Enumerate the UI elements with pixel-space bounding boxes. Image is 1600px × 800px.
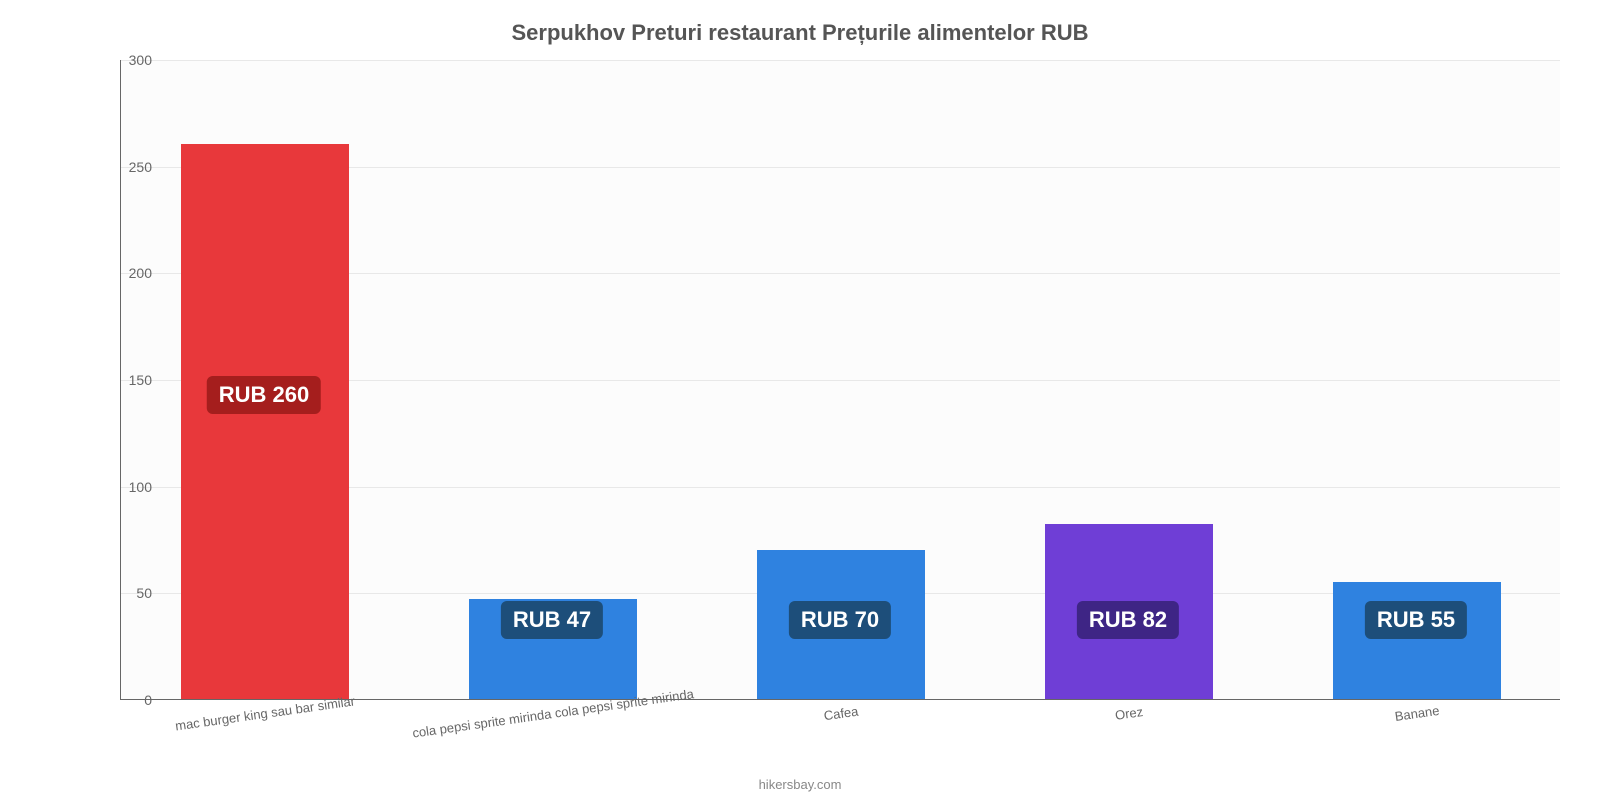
- bar-value-label: RUB 260: [207, 376, 321, 414]
- bar: [1333, 582, 1500, 699]
- y-tick-label: 50: [112, 585, 152, 601]
- x-category-label: Banane: [1394, 703, 1440, 724]
- y-tick-label: 250: [112, 159, 152, 175]
- bar-value-label: RUB 70: [789, 601, 891, 639]
- y-tick-label: 300: [112, 52, 152, 68]
- chart-footer: hikersbay.com: [0, 777, 1600, 792]
- x-category-label: Orez: [1114, 704, 1144, 723]
- y-tick-label: 100: [112, 479, 152, 495]
- bar-value-label: RUB 82: [1077, 601, 1179, 639]
- bar-value-label: RUB 55: [1365, 601, 1467, 639]
- y-tick-label: 200: [112, 265, 152, 281]
- gridline: [121, 60, 1560, 61]
- bar-value-label: RUB 47: [501, 601, 603, 639]
- y-tick-label: 0: [112, 692, 152, 708]
- price-bar-chart: Serpukhov Preturi restaurant Prețurile a…: [0, 0, 1600, 800]
- y-tick-label: 150: [112, 372, 152, 388]
- x-category-label: Cafea: [823, 704, 859, 724]
- chart-title: Serpukhov Preturi restaurant Prețurile a…: [0, 20, 1600, 46]
- bar: [181, 144, 348, 699]
